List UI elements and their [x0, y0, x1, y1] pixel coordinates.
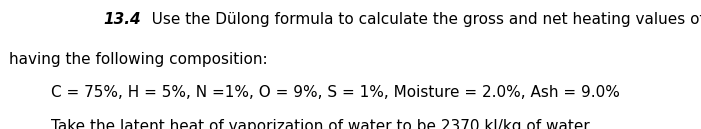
- Text: 13.4: 13.4: [104, 12, 142, 27]
- Text: having the following composition:: having the following composition:: [9, 52, 268, 67]
- Text: Take the latent heat of vaporization of water to be 2370 kJ/kg of water.: Take the latent heat of vaporization of …: [51, 119, 594, 129]
- Text: Use the Dülong formula to calculate the gross and net heating values of coal: Use the Dülong formula to calculate the …: [137, 12, 701, 27]
- Text: C = 75%, H = 5%, N =1%, O = 9%, S = 1%, Moisture = 2.0%, Ash = 9.0%: C = 75%, H = 5%, N =1%, O = 9%, S = 1%, …: [51, 85, 620, 100]
